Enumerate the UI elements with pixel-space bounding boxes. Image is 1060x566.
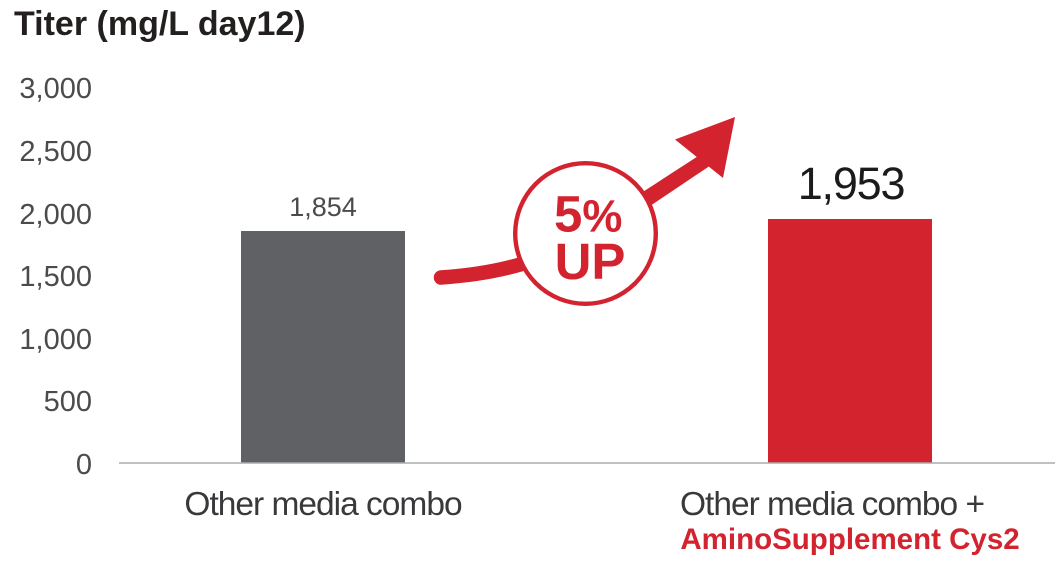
svg-text:UP: UP: [555, 233, 626, 290]
svg-text:2,000: 2,000: [19, 199, 92, 231]
svg-text:0: 0: [76, 449, 92, 481]
svg-text:1,854: 1,854: [289, 192, 357, 222]
svg-text:5%: 5%: [554, 186, 622, 243]
svg-text:Other media combo: Other media combo: [184, 486, 462, 523]
svg-text:2,500: 2,500: [19, 136, 92, 168]
svg-text:Titer (mg/L day12): Titer (mg/L day12): [14, 5, 306, 43]
svg-text:Other media combo +: Other media combo +: [680, 486, 984, 523]
svg-text:1,500: 1,500: [19, 261, 92, 293]
svg-text:3,000: 3,000: [19, 73, 92, 105]
svg-text:500: 500: [44, 386, 92, 418]
svg-text:1,953: 1,953: [798, 158, 905, 209]
svg-text:1,000: 1,000: [19, 324, 92, 356]
svg-text:AminoSupplement Cys2: AminoSupplement Cys2: [680, 523, 1019, 556]
